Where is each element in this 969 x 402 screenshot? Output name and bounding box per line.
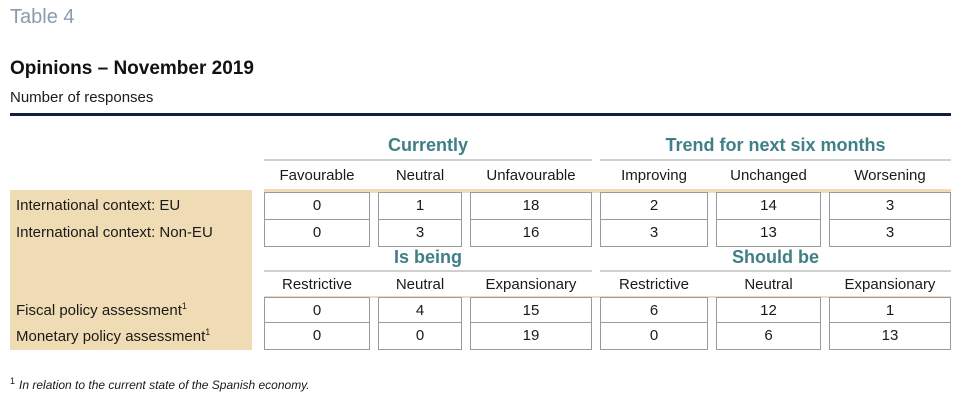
table-cell: 12 (716, 297, 821, 325)
footnote-marker: 1 (205, 327, 211, 337)
column-header: Favourable (279, 167, 355, 184)
table-cell: 0 (264, 192, 370, 220)
group-rule-currently (264, 159, 592, 161)
table-cell: 2 (600, 192, 708, 220)
table-cell: 0 (600, 322, 708, 350)
column-header: Restrictive (618, 276, 689, 293)
title-rule (10, 113, 951, 116)
row-label-text: Monetary policy assessment (16, 328, 206, 345)
header-tan-strip (264, 189, 951, 193)
group-heading-trend: Trend for next six months (665, 135, 886, 155)
table-subtitle: Number of responses (10, 89, 154, 106)
row-label-eu: International context: EU (16, 197, 181, 214)
group-rule-should-be (600, 270, 951, 272)
group-rule-trend (600, 159, 951, 161)
column-header: Neutral (395, 276, 445, 293)
group-heading-should-be: Should be (732, 247, 819, 267)
row-label-monetary: Monetary policy assessment1 (16, 327, 210, 345)
table-cell: 0 (264, 219, 370, 247)
table-cell: 16 (470, 219, 592, 247)
table-cell: 3 (600, 219, 708, 247)
table-cell: 6 (716, 322, 821, 350)
column-header: Expansionary (844, 276, 936, 293)
column-header: Expansionary (485, 276, 577, 293)
column-header: Improving (621, 167, 687, 184)
table-cell: 0 (378, 322, 462, 350)
column-header: Unchanged (730, 167, 807, 184)
table-cell: 13 (716, 219, 821, 247)
table-cell: 3 (829, 219, 951, 247)
table-cell: 0 (264, 297, 370, 325)
row-label-non-eu: International context: Non-EU (16, 224, 213, 241)
row-label-background (10, 190, 252, 350)
table-cell: 1 (378, 192, 462, 220)
table-cell: 4 (378, 297, 462, 325)
table-cell: 3 (378, 219, 462, 247)
table-cell: 1 (829, 297, 951, 325)
footnote: 1 In relation to the current state of the… (10, 376, 310, 392)
group-heading-is-being: Is being (393, 247, 462, 267)
table-cell: 0 (264, 322, 370, 350)
table-cell: 13 (829, 322, 951, 350)
column-header: Neutral (744, 276, 793, 293)
table-title: Opinions – November 2019 (10, 58, 254, 79)
column-header: Unfavourable (486, 167, 576, 184)
table-cell: 18 (470, 192, 592, 220)
table-cell: 14 (716, 192, 821, 220)
column-header: Worsening (854, 167, 926, 184)
footnote-text: In relation to the current state of the … (19, 378, 310, 392)
row-label-fiscal: Fiscal policy assessment1 (16, 301, 187, 319)
table-cell: 15 (470, 297, 592, 325)
footnote-marker: 1 (181, 301, 187, 311)
column-header: Neutral (395, 167, 445, 184)
table-number: Table 4 (10, 6, 75, 28)
table-cell: 19 (470, 322, 592, 350)
group-rule-is-being (264, 270, 592, 272)
group-heading-currently: Currently (387, 135, 468, 155)
table-cell: 3 (829, 192, 951, 220)
row-label-text: Fiscal policy assessment (16, 302, 182, 319)
column-header: Restrictive (281, 276, 352, 293)
footnote-mark: 1 (10, 376, 16, 386)
table-cell: 6 (600, 297, 708, 325)
